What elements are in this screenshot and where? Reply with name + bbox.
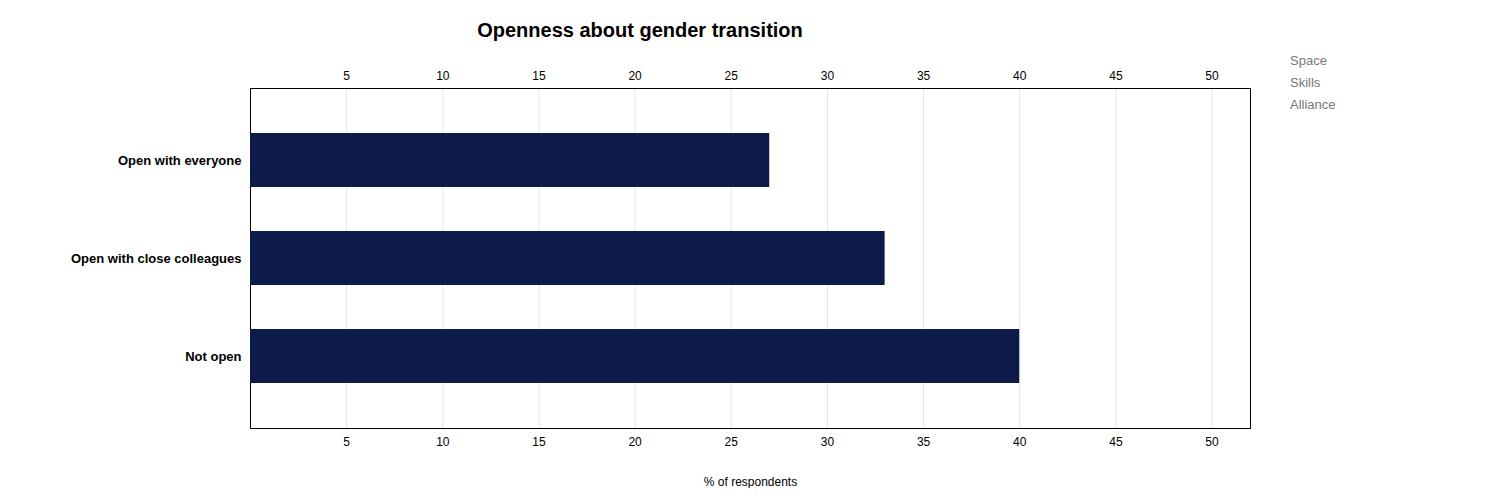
html-text:Space: Space	[1290, 53, 1327, 68]
svg-text:Open with everyone: Open with everyone	[118, 153, 242, 168]
html-text:Alliance: Alliance	[1290, 97, 1336, 112]
html-text:Openness about gender transiti: Openness about gender transition	[477, 19, 803, 41]
svg-text:45: 45	[1109, 69, 1123, 83]
svg-text:50: 50	[1205, 435, 1219, 449]
svg-text:15: 15	[532, 69, 546, 83]
svg-text:20: 20	[628, 435, 642, 449]
svg-text:10: 10	[436, 69, 450, 83]
svg-text:45: 45	[1109, 435, 1123, 449]
svg-text:% of respondents: % of respondents	[704, 475, 797, 489]
svg-text:20: 20	[628, 69, 642, 83]
svg-text:Open with close colleagues: Open with close colleagues	[71, 251, 242, 266]
svg-text:30: 30	[821, 69, 835, 83]
svg-text:35: 35	[917, 435, 931, 449]
svg-text:35: 35	[917, 69, 931, 83]
svg-text:50: 50	[1205, 69, 1219, 83]
svg-text:10: 10	[436, 435, 450, 449]
svg-text:15: 15	[532, 435, 546, 449]
svg-text:5: 5	[343, 435, 350, 449]
svg-text:30: 30	[821, 435, 835, 449]
html-text:Skills: Skills	[1290, 75, 1321, 90]
svg-text:40: 40	[1013, 435, 1027, 449]
svg-text:40: 40	[1013, 69, 1027, 83]
svg-text:Not open: Not open	[185, 349, 241, 364]
svg-text:25: 25	[725, 435, 739, 449]
svg-text:5: 5	[343, 69, 350, 83]
svg-text:25: 25	[725, 69, 739, 83]
